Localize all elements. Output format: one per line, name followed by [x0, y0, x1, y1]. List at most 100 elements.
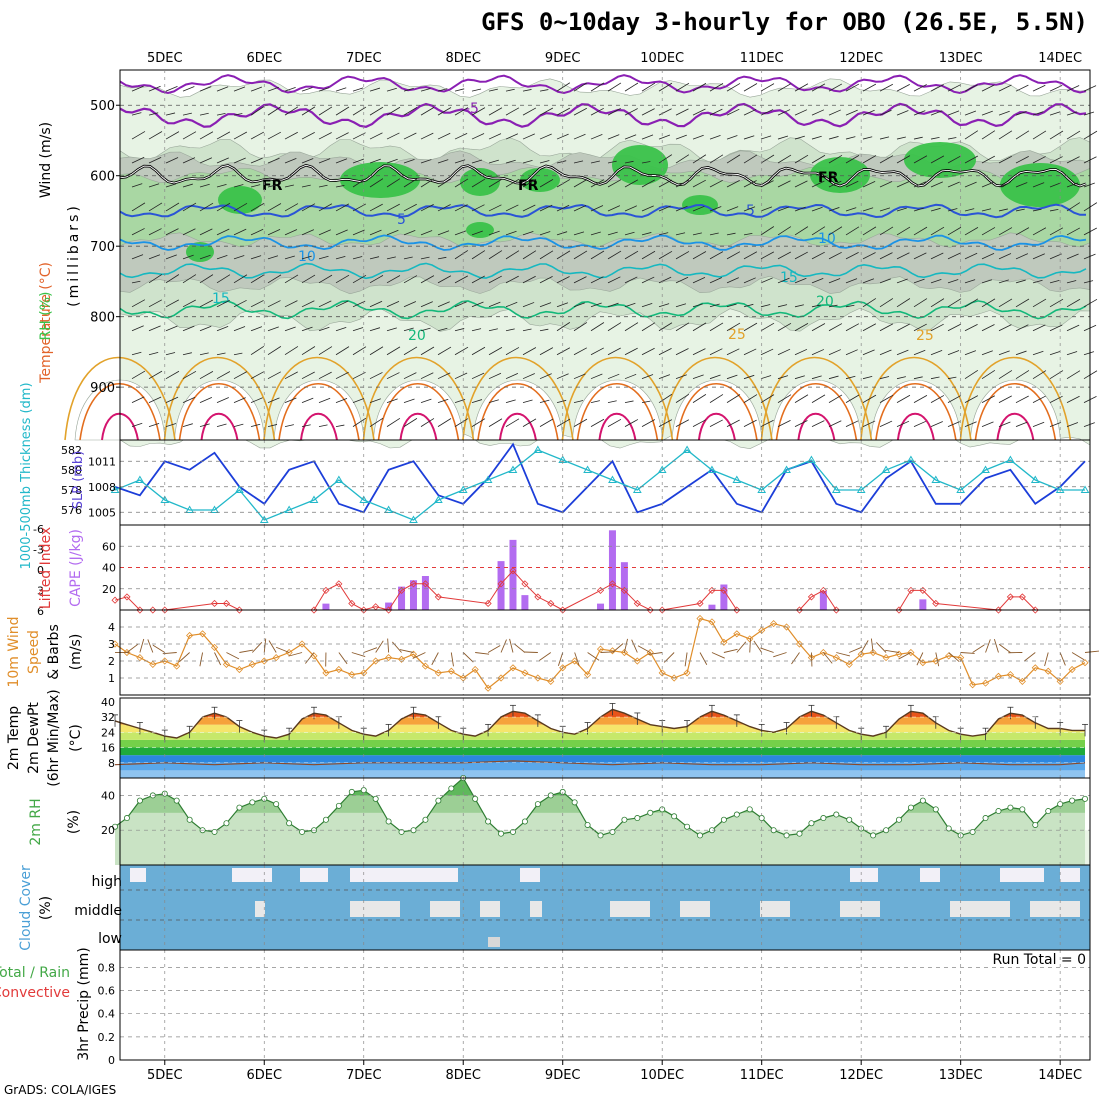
wind10-barb: [275, 646, 290, 653]
thickness-marker: [632, 485, 642, 493]
wind-barb: [862, 420, 876, 427]
rh-blob: [466, 222, 494, 238]
wind-barb: [726, 180, 740, 188]
wind-barb: [454, 301, 467, 308]
wind-barb: [131, 156, 145, 164]
wind-barb: [692, 108, 706, 116]
wind-barb: [1066, 370, 1081, 380]
wind10-marker: [1044, 667, 1052, 675]
wind-barb: [352, 327, 364, 332]
wind-barb: [692, 419, 706, 427]
wind-barb: [607, 134, 620, 140]
wind-barb: [267, 131, 281, 140]
wind10-barb: [139, 638, 145, 653]
wind-barb: [437, 132, 451, 140]
wind-barb: [675, 348, 689, 356]
wind-barb: [471, 399, 483, 404]
wind-barb: [845, 278, 858, 284]
wind-barb: [199, 254, 211, 260]
wind-barb: [403, 132, 417, 140]
date-label-top: 6DEC: [246, 51, 282, 66]
wind-barb: [250, 345, 265, 356]
wind-barb: [522, 347, 537, 356]
wind-barb: [828, 136, 839, 140]
wind-barb: [709, 179, 723, 188]
wind-barb: [250, 86, 263, 92]
wind-barb: [250, 397, 263, 404]
wind10-marker: [696, 614, 704, 623]
wind-barb: [811, 206, 823, 212]
wind10-barb: [1044, 652, 1049, 667]
contour-30: [576, 383, 659, 441]
wind-barb: [930, 298, 945, 308]
wind-barb: [777, 277, 790, 284]
li-marker: [397, 586, 406, 594]
wind-barb: [828, 180, 842, 188]
wind-barb: [1015, 298, 1030, 308]
rh2m-marker: [1057, 801, 1064, 808]
wind-barb: [505, 418, 520, 427]
rh2m-marker: [348, 788, 355, 795]
cape-tick-label: 40: [102, 562, 116, 575]
wind-barb: [1032, 156, 1046, 164]
rh2m-marker: [1032, 821, 1039, 828]
thickness-marker: [135, 475, 145, 483]
wind-barb: [488, 230, 500, 236]
wind-barb: [267, 346, 282, 356]
wind10-marker: [1006, 671, 1014, 679]
wind-barb: [556, 373, 569, 380]
wind-barb: [726, 303, 737, 308]
wind-barb: [556, 347, 571, 356]
wind-barb: [964, 208, 975, 212]
contour-30: [477, 383, 559, 441]
contour-25: [462, 356, 574, 441]
wind-barb: [369, 256, 380, 260]
wind-barb: [930, 84, 944, 92]
wind-barb: [199, 423, 210, 427]
wind-barb: [1066, 156, 1080, 164]
wind-barb: [896, 376, 906, 380]
wind-barb: [930, 376, 940, 380]
wind-barb: [726, 108, 740, 116]
wind-barb: [471, 328, 482, 332]
wind-barb: [420, 88, 431, 92]
wind-barb: [1032, 253, 1045, 260]
wind-barb: [675, 154, 690, 164]
wind-barb: [964, 369, 979, 380]
wind-barb: [658, 348, 672, 356]
wind-barb: [641, 108, 655, 116]
li-marker: [895, 606, 903, 614]
wind-barb: [216, 131, 231, 140]
wind-barb: [199, 86, 212, 92]
wind-barb: [284, 397, 297, 404]
wind-barb: [845, 323, 860, 332]
wind-barb: [216, 352, 226, 356]
wind-barb: [1066, 298, 1081, 308]
wind-barb: [182, 396, 196, 404]
wind-barb: [658, 322, 673, 332]
wind-barb: [233, 228, 247, 236]
wind-barb: [709, 419, 723, 427]
wind-barb: [641, 276, 655, 284]
wind-barb: [148, 202, 163, 212]
wind-barb: [981, 130, 996, 140]
wind10-barb: [993, 638, 999, 653]
wind-barb: [947, 181, 960, 188]
wind-barb: [624, 205, 637, 212]
thickness-tick-label: 578: [61, 484, 82, 497]
wind-barb: [590, 347, 604, 356]
wind-barb: [199, 183, 210, 188]
wind-barb: [845, 394, 860, 403]
wind-barb: [828, 323, 843, 332]
wind10-barb: [960, 652, 975, 654]
wind-barb: [828, 109, 841, 116]
precip-ylabel-3hr: 3hr Precip (mm): [76, 947, 92, 1060]
contour-30: [278, 383, 360, 441]
wind-barb: [199, 371, 214, 380]
wind-barb: [471, 133, 485, 140]
date-label-top: 14DEC: [1038, 51, 1082, 66]
wind-barb: [947, 137, 957, 140]
rh2m-marker: [299, 828, 306, 835]
wind10-barb: [587, 652, 600, 661]
wind-barb: [148, 423, 160, 427]
